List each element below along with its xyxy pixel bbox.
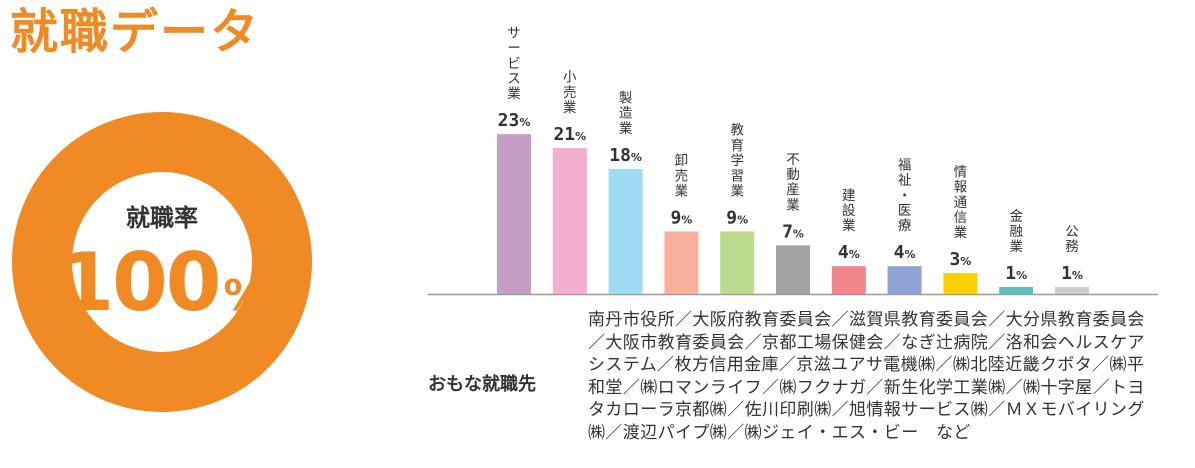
bar-value-label-10: 1%: [1005, 263, 1027, 284]
bar-category-label-5: 教育学習業: [730, 123, 744, 200]
page-title: 就職データ: [10, 4, 261, 60]
bar-value-label-6: 7%: [782, 221, 804, 242]
bar-category-label-6: 不動産業: [786, 152, 800, 214]
bar-value-label-8: 4%: [894, 242, 916, 263]
bar-3: [608, 168, 643, 294]
bar-category-label-10: 金融業: [1009, 209, 1023, 255]
bar-category-label-3: 製造業: [619, 91, 633, 137]
employment-rate-value: 100%: [12, 238, 312, 350]
bar-1: [497, 134, 531, 294]
bar-value-label-7: 4%: [838, 242, 860, 263]
chart-bars: [497, 134, 1089, 294]
bar-11: [1055, 287, 1089, 294]
bar-category-label-7: 建設業: [842, 188, 856, 234]
employers-heading: おもな就職先: [428, 374, 536, 395]
bar-category-label-2: 小売業: [563, 70, 577, 116]
bar-category-label-4: 卸売業: [675, 153, 689, 199]
bar-value-label-2: 21%: [553, 124, 586, 145]
industry-bar-chart: 23% サービス業 21% 小売業 18% 製造業 9% 卸売業 9% 教育学習業 7% 不動産業 4%…: [428, 25, 1158, 296]
bar-value-label-5: 9%: [726, 207, 748, 228]
employment-rate-label: 就職率: [126, 204, 198, 232]
employers-list: 南丹市役所／大阪府教育委員会／滋賀県教育委員会／大分県教育委員会／大阪市教育委員…: [588, 310, 1145, 443]
bar-5: [720, 231, 755, 294]
bar-value-label-9: 3%: [949, 249, 971, 270]
bar-category-label-1: サービス業: [507, 25, 521, 102]
bar-2: [552, 148, 587, 294]
employment-rate-ring-arc: [12, 112, 312, 412]
bar-value-label-3: 18%: [609, 145, 642, 166]
employment-rate-ring: [12, 112, 312, 412]
bar-value-label-4: 9%: [670, 207, 692, 228]
bar-6: [776, 245, 810, 294]
bar-category-label-9: 情報通信業: [954, 164, 968, 241]
bar-9: [943, 273, 978, 294]
bar-category-label-8: 福祉・医療: [898, 157, 912, 234]
bar-value-label-11: 1%: [1061, 263, 1083, 284]
bar-value-label-1: 23%: [498, 110, 531, 131]
bar-category-label-11: 公務: [1065, 224, 1079, 255]
employment-rate-unit: %: [223, 271, 266, 320]
bar-10: [999, 287, 1034, 294]
chart-labels: 23% サービス業 21% 小売業 18% 製造業 9% 卸売業 9% 教育学習業 7% 不動産業 4%…: [498, 25, 1083, 284]
employment-rate-number: 100: [58, 236, 221, 329]
bar-4: [664, 231, 699, 294]
bar-7: [831, 266, 866, 294]
bar-8: [887, 266, 922, 294]
